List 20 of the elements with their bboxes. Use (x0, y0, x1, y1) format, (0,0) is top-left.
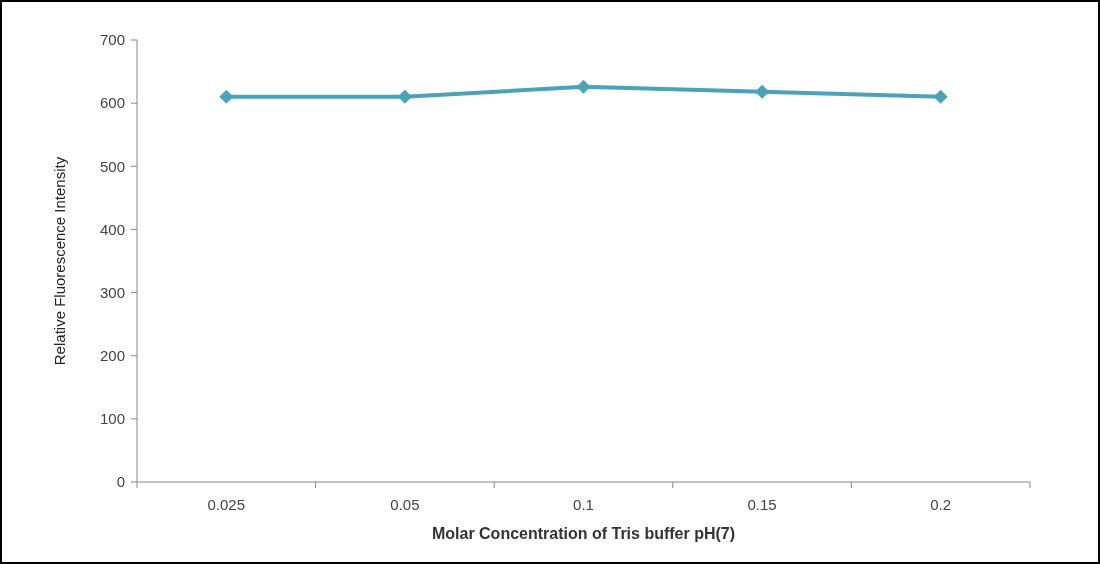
y-tick-label: 500 (99, 157, 125, 175)
point (755, 84, 770, 99)
y-tick-label: 0 (116, 473, 125, 491)
x-tick-label: 0.1 (573, 496, 594, 513)
x-tick-label: 0.05 (390, 496, 420, 513)
y-axis-title: Relative Fluorescence Intensity (51, 156, 68, 366)
y-tick-label: 200 (99, 346, 125, 364)
point (397, 89, 412, 104)
y-tick-label: 100 (99, 410, 125, 428)
y-tick-label: 300 (99, 283, 125, 301)
x-tick-label: 0.15 (747, 496, 777, 513)
point (576, 79, 591, 94)
point (933, 89, 948, 104)
y-tick-label: 700 (99, 31, 125, 49)
y-tick-label: 600 (99, 94, 125, 112)
x-tick-label: 0.025 (207, 496, 246, 513)
point (219, 89, 234, 104)
x-axis-title: Molar Concentration of Tris buffer pH(7) (431, 525, 736, 542)
x-tick-label: 0.2 (930, 496, 952, 513)
y-tick-label: 400 (99, 220, 125, 238)
